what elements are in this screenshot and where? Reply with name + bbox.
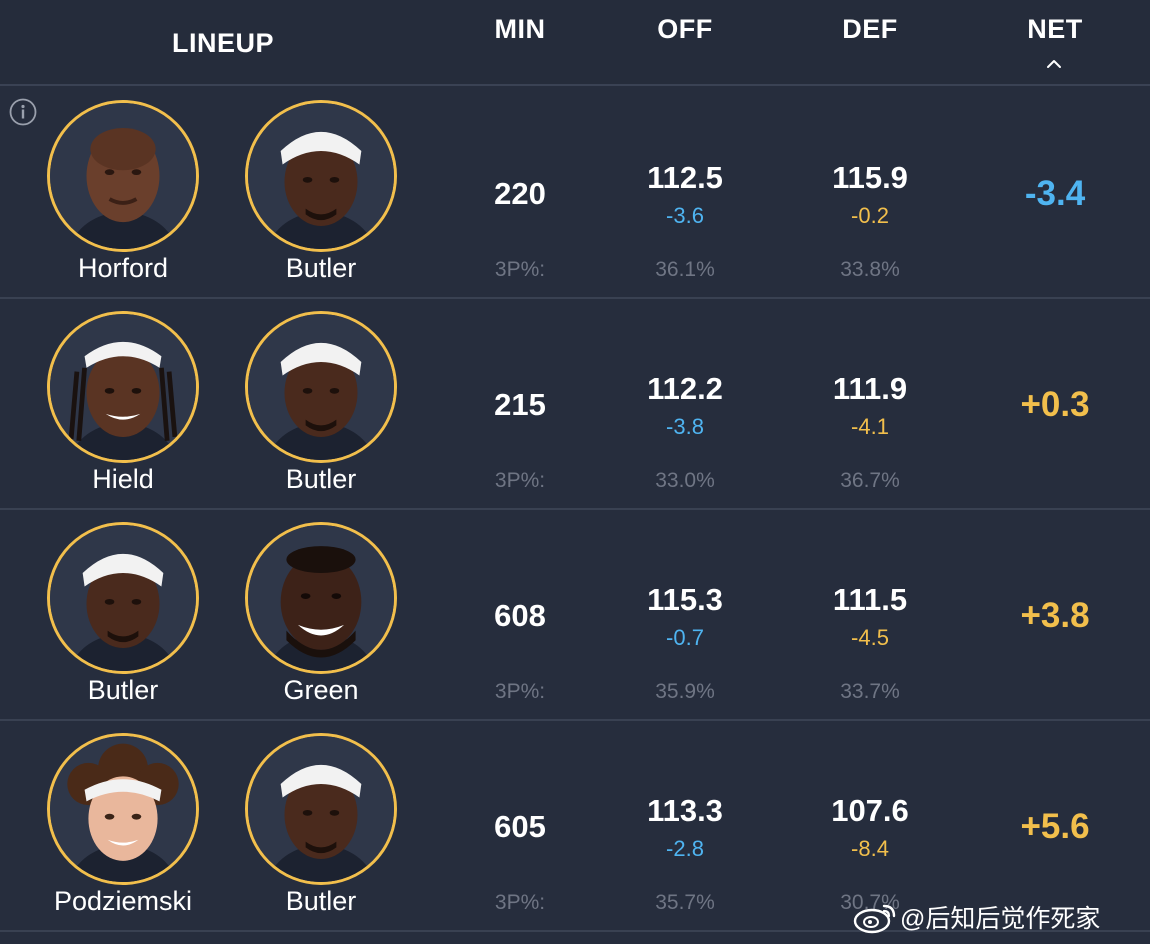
player-name: Butler xyxy=(285,464,357,494)
three-pct-off: 35.9% xyxy=(655,680,715,703)
off-rating: 113.3 xyxy=(647,793,723,828)
column-header-def[interactable]: DEF xyxy=(842,14,898,44)
player-avatar xyxy=(47,311,199,463)
watermark-text: @后知后觉作死家 xyxy=(900,905,1101,933)
off-rating: 112.5 xyxy=(647,160,723,195)
three-pct-def: 33.7% xyxy=(840,680,900,703)
minutes-value: 215 xyxy=(494,387,546,422)
minutes-value: 220 xyxy=(494,176,546,211)
player-name: Butler xyxy=(285,886,357,916)
player-avatar xyxy=(47,733,199,885)
def-rating: 111.9 xyxy=(832,371,908,406)
player-name: Butler xyxy=(285,253,357,283)
player-name: Green xyxy=(283,675,359,705)
three-pct-off: 36.1% xyxy=(655,258,715,281)
table-row[interactable]: Hield Butler 215 112.2 -3.8 111.9 -4.1 +… xyxy=(0,299,1150,510)
player-avatar xyxy=(245,522,397,674)
table-row[interactable]: Horford Butler 220 112.5 -3.6 115.9 -0.2… xyxy=(0,88,1150,299)
info-icon[interactable] xyxy=(8,97,38,127)
three-pct-def: 30.7% xyxy=(840,891,900,914)
net-rating: +0.3 xyxy=(1020,385,1090,424)
minutes-value: 608 xyxy=(494,598,546,633)
watermark: @后知后觉作死家 xyxy=(852,897,1100,937)
off-rating-diff: -0.7 xyxy=(666,625,704,650)
off-rating: 112.2 xyxy=(647,371,723,406)
player-name: Butler xyxy=(87,675,159,705)
table-row[interactable]: Butler Green 608 115.3 -0.7 111.5 -4.5 +… xyxy=(0,510,1150,721)
three-pct-label: 3P%: xyxy=(494,258,546,281)
player-avatar xyxy=(245,100,397,252)
net-rating: +3.8 xyxy=(1020,596,1090,635)
off-rating-diff: -3.6 xyxy=(666,203,704,228)
three-pct-off: 33.0% xyxy=(655,469,715,492)
off-rating: 115.3 xyxy=(647,582,723,617)
def-rating-diff: -4.1 xyxy=(851,414,889,439)
player-avatar xyxy=(245,733,397,885)
three-pct-off: 35.7% xyxy=(655,891,715,914)
player-avatar xyxy=(47,522,199,674)
def-rating: 115.9 xyxy=(832,160,908,195)
three-pct-def: 36.7% xyxy=(840,469,900,492)
net-rating: -3.4 xyxy=(1024,174,1086,213)
table-row[interactable]: Podziemski Butler 605 113.3 -2.8 107.6 -… xyxy=(0,721,1150,932)
three-pct-label: 3P%: xyxy=(494,469,546,492)
table-header: LINEUP MIN OFF DEF NET xyxy=(0,0,1150,86)
three-pct-def: 33.8% xyxy=(840,258,900,281)
weibo-icon xyxy=(853,904,896,934)
player-avatar xyxy=(47,100,199,252)
column-header-off[interactable]: OFF xyxy=(657,14,713,44)
def-rating: 107.6 xyxy=(831,793,909,828)
player-name: Horford xyxy=(77,253,169,283)
player-name: Hield xyxy=(92,464,154,494)
def-rating-diff: -4.5 xyxy=(851,625,889,650)
three-pct-label: 3P%: xyxy=(494,680,546,703)
column-header-min[interactable]: MIN xyxy=(494,14,546,44)
column-header-lineup[interactable]: LINEUP xyxy=(171,28,274,58)
player-name: Podziemski xyxy=(53,886,193,916)
def-rating-diff: -8.4 xyxy=(851,836,889,861)
player-avatar xyxy=(245,311,397,463)
column-header-net[interactable]: NET xyxy=(1027,14,1083,44)
chevron-up-icon[interactable] xyxy=(1043,56,1065,72)
def-rating-diff: -0.2 xyxy=(851,203,889,228)
minutes-value: 605 xyxy=(494,809,546,844)
def-rating: 111.5 xyxy=(832,582,908,617)
off-rating-diff: -2.8 xyxy=(666,836,704,861)
off-rating-diff: -3.8 xyxy=(666,414,704,439)
three-pct-label: 3P%: xyxy=(494,891,546,914)
net-rating: +5.6 xyxy=(1020,807,1090,846)
